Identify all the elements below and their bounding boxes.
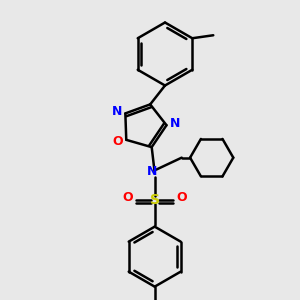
Text: O: O: [176, 191, 187, 204]
Text: N: N: [146, 165, 157, 178]
Text: N: N: [112, 105, 122, 119]
Text: N: N: [170, 117, 180, 130]
Text: S: S: [150, 193, 160, 207]
Text: O: O: [122, 191, 133, 204]
Text: O: O: [112, 135, 123, 148]
